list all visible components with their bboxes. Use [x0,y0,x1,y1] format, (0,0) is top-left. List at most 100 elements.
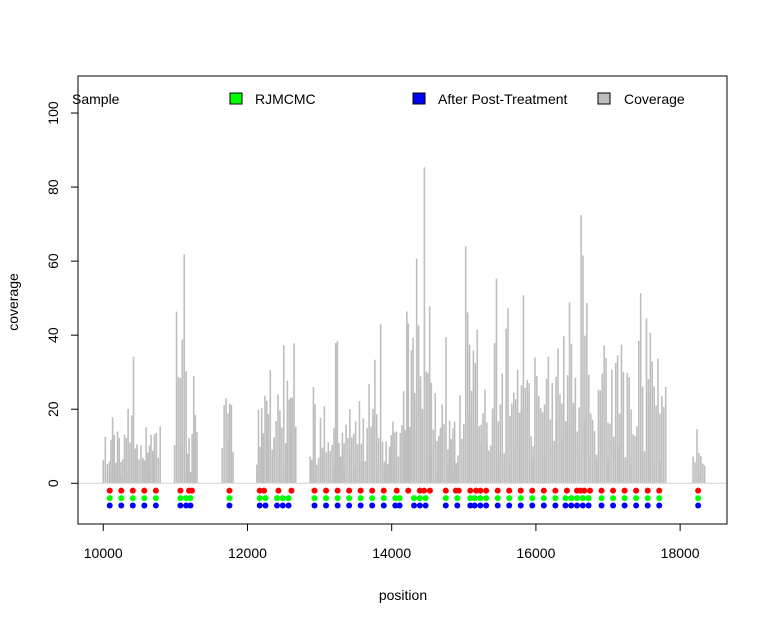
sample-point [581,487,588,494]
rjmcmc-point [579,495,586,502]
after-point [256,502,263,509]
after-point [262,502,269,509]
coverage-cluster [480,389,488,484]
after-point [346,502,353,509]
coverage-cluster [572,377,580,484]
coverage-cluster [514,369,523,484]
sample-point [226,487,233,494]
legend-item: Sample [72,91,120,107]
after-point [177,502,184,509]
coverage-cluster [377,324,386,484]
sample-point [552,487,559,494]
after-point [562,502,569,509]
after-point [274,502,281,509]
rjmcmc-point [323,495,330,502]
after-point [226,502,233,509]
after-point [517,502,524,509]
coverage-cluster [393,431,402,484]
after-point [187,502,194,509]
coverage-cluster [343,424,351,484]
legend-label: Coverage [624,91,685,107]
coverage-cluster [309,387,318,484]
coverage-cluster [647,332,655,484]
y-tick-label: 20 [45,401,61,417]
data-points [106,487,702,509]
coverage-cluster [267,370,275,484]
rjmcmc-point [226,495,233,502]
coverage-cluster [136,444,144,484]
after-point [118,502,125,509]
legend-label: Sample [72,91,120,107]
rjmcmc-point [598,495,605,502]
after-point [585,502,592,509]
coverage-cluster [366,384,374,484]
after-point [183,502,190,509]
coverage-cluster [468,344,477,484]
rjmcmc-point [177,495,184,502]
coverage-cluster [372,359,380,484]
rjmcmc-point [483,495,490,502]
sample-point [517,487,524,494]
y-axis-label: coverage [5,273,21,331]
sample-point [644,487,651,494]
sample-point [261,487,268,494]
after-point [369,502,376,509]
after-point [477,502,484,509]
sample-point [188,487,195,494]
rjmcmc-point [416,495,423,502]
coverage-cluster [273,394,281,484]
rjmcmc-point [656,495,663,502]
coverage-cluster [520,295,529,484]
sample-point [467,487,474,494]
sample-point [455,487,462,494]
rjmcmc-point [141,495,148,502]
coverage-cluster [179,254,187,484]
rjmcmc-point [357,495,364,502]
x-tick-label: 12000 [228,545,267,561]
rjmcmc-point [562,495,569,502]
after-point [471,502,478,509]
sample-point [563,487,570,494]
coverage-cluster [413,258,422,484]
rjmcmc-point [256,495,263,502]
coverage-cluster [566,302,575,484]
coverage-cluster [653,358,661,484]
coverage-cluster [227,403,234,484]
coverage-cluster [612,355,621,484]
legend-swatch [412,92,426,105]
sample-point [334,487,341,494]
sample-point [633,487,640,494]
after-point [285,502,292,509]
coverage-cluster [125,408,133,484]
x-tick-label: 14000 [372,545,411,561]
rjmcmc-point [129,495,136,502]
rjmcmc-point [311,495,318,502]
sample-point [141,487,148,494]
coverage-cluster [618,344,627,484]
coverage-cluster [624,372,632,484]
after-point [357,502,364,509]
sample-point [598,487,605,494]
rjmcmc-point [644,495,651,502]
sample-point [311,487,318,494]
rjmcmc-point [106,495,113,502]
after-point [467,502,474,509]
legend-item: RJMCMC [229,91,316,107]
sample-point [346,487,353,494]
rjmcmc-point [517,495,524,502]
rjmcmc-point [369,495,376,502]
coverage-bars [102,167,706,484]
after-point [529,502,536,509]
rjmcmc-point [506,495,513,502]
sample-point [380,487,387,494]
sample-point [323,487,330,494]
rjmcmc-series [106,495,702,502]
rjmcmc-point [422,495,429,502]
rjmcmc-point [621,495,628,502]
coverage-cluster [120,434,128,484]
rjmcmc-point [467,495,474,502]
after-point [311,502,318,509]
rjmcmc-point [610,495,617,502]
coverage-cluster [537,408,546,484]
